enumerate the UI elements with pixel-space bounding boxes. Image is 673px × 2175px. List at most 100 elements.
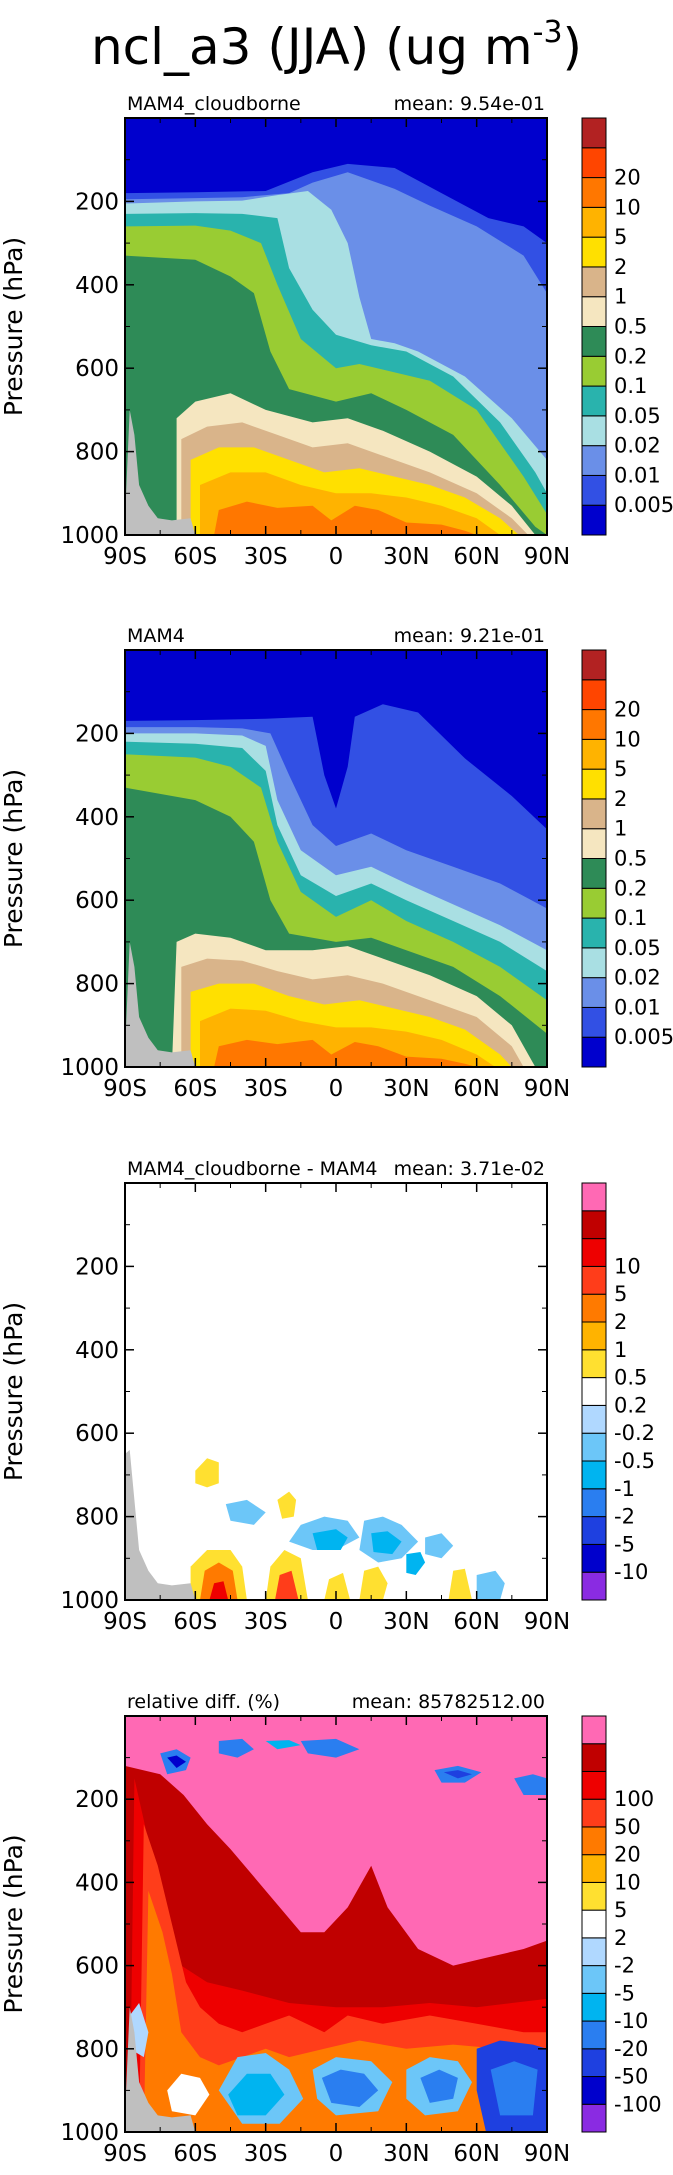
contour-fill [324,1572,351,1600]
y-tick-label: 400 [75,1338,119,1364]
colorbar-swatch [581,679,607,711]
missing-data-mask [125,409,196,535]
colorbar-label: -2 [614,1954,635,1978]
colorbar-swatch [581,1432,607,1462]
x-tick-label: 30N [383,1609,429,1635]
colorbar-label: 0.1 [614,906,647,930]
y-tick-label: 200 [75,1254,119,1280]
colorbar-label: 0.005 [614,493,673,517]
colorbar-label: -10 [614,1560,648,1584]
colorbar-swatch [581,1826,607,1856]
colorbar-swatch [581,266,607,298]
contour-fill [490,2061,538,2116]
contour-fill [420,2069,458,2103]
x-tick-label: 60S [173,544,217,570]
colorbar-swatch [581,326,607,357]
y-tick-label: 1000 [60,2120,119,2146]
colorbar-label: -0.2 [614,1421,655,1445]
missing-data-mask [125,2007,196,2132]
y-axis-label: Pressure (hPa) [0,1834,28,2013]
colorbar-swatch [581,1965,607,1994]
colorbar-swatch [581,2020,607,2050]
colorbar-label: 2 [614,1926,627,1950]
colorbar-label: 100 [614,1787,654,1811]
y-tick-label: 600 [75,1954,119,1980]
colorbar-label: 0.1 [614,374,647,398]
colorbar-swatch [581,1770,607,1800]
colorbar-label: 0.01 [614,995,661,1019]
y-tick-label: 600 [75,1421,119,1447]
colorbar-swatch [581,2048,607,2078]
colorbar-swatch [581,1992,607,2022]
colorbar-swatch [581,828,607,860]
colorbar-swatch [581,977,607,1008]
contour-field [125,118,547,535]
contour-fill [476,1570,505,1600]
colorbar-swatch [581,474,607,506]
x-tick-label: 30S [244,1609,288,1635]
colorbar-swatch [581,947,607,979]
contour-fill [312,1529,348,1550]
colorbar-swatch [581,236,607,268]
colorbar-swatch [581,1238,607,1267]
panel-3: MAM4_cloudborne - MAM4 mean: 3.71e-02 90S 6… [0,1158,655,1635]
x-tick-label: 90S [103,544,147,570]
y-tick-label: 200 [75,1787,119,1813]
y-tick-label: 400 [75,1870,119,1896]
x-tick-label: 60S [173,1076,217,1102]
colorbar-swatch [581,415,607,447]
colorbar-swatch [581,1571,607,1601]
contour-fill [448,1568,472,1600]
y-tick-label: 600 [75,356,119,382]
x-tick-label: 30N [383,2141,429,2167]
x-tick-label: 0 [329,544,344,570]
colorbar-swatch [581,1006,607,1038]
colorbar-swatch [581,1743,607,1772]
colorbar-swatch [581,1798,607,1828]
contour-fill [300,1738,360,1758]
contour-fill [425,1533,454,1559]
x-tick-label: 60N [453,544,499,570]
colorbar-label: 0.2 [614,344,647,368]
colorbar-label: 20 [614,166,641,190]
colorbar-swatch [581,649,607,681]
colorbar: 0.005 0.01 0.02 0.05 0.1 0.2 0.5 1 2 5 10 20 [581,117,673,536]
panel-4: relative diff. (%) mean: 85782512.00 90S 60… [0,1691,662,2167]
contour-fill [225,1499,266,1525]
figure-title-close: ) [562,18,583,76]
contour-fill [195,1458,219,1488]
contour-fill [321,2069,379,2107]
y-tick-label: 1000 [60,1055,119,1081]
x-tick-label: 0 [329,1076,344,1102]
colorbar-swatch [581,177,607,208]
colorbar-label: 0.5 [614,847,647,871]
x-tick-label: 0 [329,1609,344,1635]
colorbar-label: -100 [614,2092,662,2116]
colorbar-swatch [581,1036,607,1068]
colorbar: 0.005 0.01 0.02 0.05 0.1 0.2 0.5 1 2 5 10 20 [581,649,673,1068]
colorbar-label: 1 [614,817,627,841]
colorbar-swatch [581,385,607,417]
panel-mean-label: mean: 9.21e-01 [394,625,545,647]
colorbar-label: 0.2 [614,1393,647,1417]
panel-mean-label: mean: 3.71e-02 [394,1158,545,1180]
contour-fill [406,1552,426,1575]
y-tick-label: 800 [75,972,119,998]
y-tick-label: 800 [75,2037,119,2063]
panel-mean-label: mean: 85782512.00 [352,1691,545,1713]
colorbar-swatch [581,1321,607,1351]
colorbar-label: 0.2 [614,876,647,900]
contour-fill [265,1740,301,1750]
colorbar-label: 1 [614,1338,627,1362]
contour-fill [167,2073,210,2116]
colorbar-label: -10 [614,2009,648,2033]
colorbar-swatch [581,1881,607,1911]
panel-title: MAM4_cloudborne [127,93,301,115]
x-tick-label: 60N [453,2141,499,2167]
x-tick-label: 90N [524,1076,570,1102]
colorbar-swatch [581,1182,607,1212]
contour-field [125,1716,547,2132]
contour-fill [214,1039,477,1067]
colorbar-swatch [581,1909,607,1939]
